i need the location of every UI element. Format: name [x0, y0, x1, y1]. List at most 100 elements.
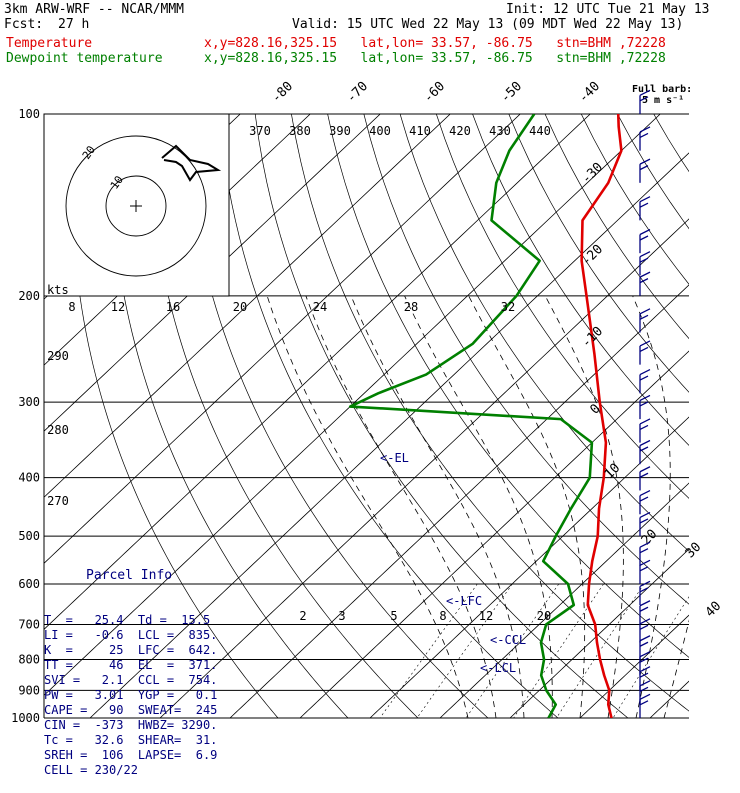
wind-barb-flag: [639, 446, 649, 452]
dry-adiabat: [363, 114, 689, 605]
wind-barb-flag: [639, 257, 649, 263]
pressure-label-700: 700: [18, 617, 40, 631]
moist-adiabat: [404, 295, 553, 718]
wind-barb-flag: [639, 541, 651, 548]
pressure-label-500: 500: [18, 529, 40, 543]
wind-barb-flag: [639, 680, 651, 687]
mixing-ratio-label: 5: [390, 609, 397, 623]
hodograph-ring: [105, 175, 167, 237]
model-title: 3km ARW-WRF -- NCAR/MMM: [4, 2, 185, 17]
dry-adiabat: [182, 114, 489, 718]
pressure-label-600: 600: [18, 577, 40, 591]
dry-adiabat: [435, 114, 689, 499]
wind-barb-flag: [639, 496, 649, 502]
wind-barb-flag: [639, 700, 649, 706]
wind-barb-flag: [639, 693, 651, 700]
pressure-label-800: 800: [18, 652, 40, 666]
moist-adiabat: [305, 295, 497, 718]
pressure-label-300: 300: [18, 395, 40, 409]
theta-label: 430: [489, 124, 511, 138]
hodo-speed-label: 16: [166, 300, 180, 314]
wind-barb-flag: [639, 165, 649, 171]
wind-barb-flag: [639, 228, 651, 236]
theta-label: 400: [369, 124, 391, 138]
dry-adiabat: [71, 114, 279, 718]
parcel-line: Tc = 32.6 SHEAR= 31.: [44, 733, 218, 747]
pressure-label-100: 100: [18, 107, 40, 121]
hodograph-trace: [161, 144, 222, 182]
wind-barb-flag: [639, 369, 651, 376]
wind-barb-flag: [639, 96, 649, 102]
wind-barb-flag: [639, 424, 649, 430]
wind-barb-flag: [639, 518, 649, 524]
isotherm-label: -60: [421, 79, 448, 106]
mixing-ratio-label: 20: [537, 609, 551, 623]
dry-adiabat: [327, 114, 689, 658]
isotherm: [369, 416, 689, 718]
parcel-line: PW = 3.01 YGP = 0.1: [44, 688, 218, 702]
wind-barb-flag: [639, 635, 651, 642]
dry-adiabat: [399, 114, 689, 552]
parcel-title: Parcel Info: [86, 568, 173, 583]
barb-unit: 5 m s⁻¹: [642, 95, 685, 106]
wind-barb-flag: [639, 672, 649, 678]
theta-label: 370: [249, 124, 271, 138]
isotherm-label: -10: [579, 324, 606, 351]
wind-barb-flag: [639, 89, 651, 96]
parcel-marker: <-LFC: [446, 594, 482, 608]
wind-barb-flag: [639, 566, 649, 572]
wind-barb-flag: [639, 278, 649, 284]
temperature-line: [580, 114, 623, 718]
theta-label-low: 280: [47, 423, 69, 437]
theta-label: 380: [289, 124, 311, 138]
isotherm: [44, 114, 521, 564]
isotherm-label: -30: [579, 160, 606, 187]
temperature-legend: Temperature: [6, 36, 93, 51]
isotherm-label: 30: [683, 540, 705, 562]
wind-barb-flag: [639, 126, 651, 133]
wind-barb-flag: [639, 657, 649, 663]
wind-barb-flag: [639, 158, 651, 165]
parcel-line: CIN = -373 HWBZ= 3290.: [44, 718, 218, 732]
barb-title: Full barb:: [632, 84, 693, 95]
isotherm-label: 40: [703, 599, 725, 621]
wind-barb-flag: [639, 202, 649, 208]
dry-adiabat: [218, 114, 559, 718]
isotherm: [89, 152, 689, 718]
wind-barb-flag: [639, 308, 651, 315]
isotherm-label: -50: [498, 79, 525, 106]
wind-barb-flag: [639, 587, 649, 593]
wind-barb-flag: [639, 606, 649, 612]
init-time: Init: 12 UTC Tue 21 May 13: [506, 2, 710, 17]
wind-barb-flag: [639, 624, 649, 630]
parcel-line: SREH = 106 LAPSE= 6.9: [44, 748, 218, 762]
dry-adiabat: [690, 114, 740, 718]
wind-barb-flag: [639, 641, 649, 647]
parcel-line: CAPE = 90 SWEAT= 245: [44, 703, 218, 717]
theta-label: 390: [329, 124, 351, 138]
parcel-marker: <-CCL: [490, 633, 526, 647]
isotherm: [159, 218, 689, 718]
isotherm: [44, 114, 381, 432]
valid-time: Valid: 15 UTC Wed 22 May 13 (09 MDT Wed …: [292, 17, 684, 32]
theta-label: 420: [449, 124, 471, 138]
isotherm: [509, 548, 689, 718]
isotherm: [44, 114, 661, 696]
isotherm: [44, 114, 311, 366]
mixing-ratio-line: [612, 596, 689, 718]
wind-barb-flag: [639, 439, 651, 447]
wind-barb-flag: [639, 346, 649, 353]
wind-barb-flag: [639, 132, 649, 139]
isotherm-label: 20: [639, 527, 661, 549]
isotherm: [229, 284, 689, 718]
parcel-line: SVI = 2.1 CCL = 754.: [44, 673, 218, 687]
dry-adiabat: [653, 114, 689, 173]
dry-adiabat: [472, 114, 689, 446]
hodo-speed-label: 24: [313, 300, 327, 314]
theta-label-low: 290: [47, 349, 69, 363]
theta-label: 440: [529, 124, 551, 138]
hodo-speed-label: 32: [501, 300, 515, 314]
wind-barb-flag: [639, 401, 649, 407]
mixing-ratio-label: 3: [338, 609, 345, 623]
parcel-line: TT = 46 EL = 371.: [44, 658, 218, 672]
